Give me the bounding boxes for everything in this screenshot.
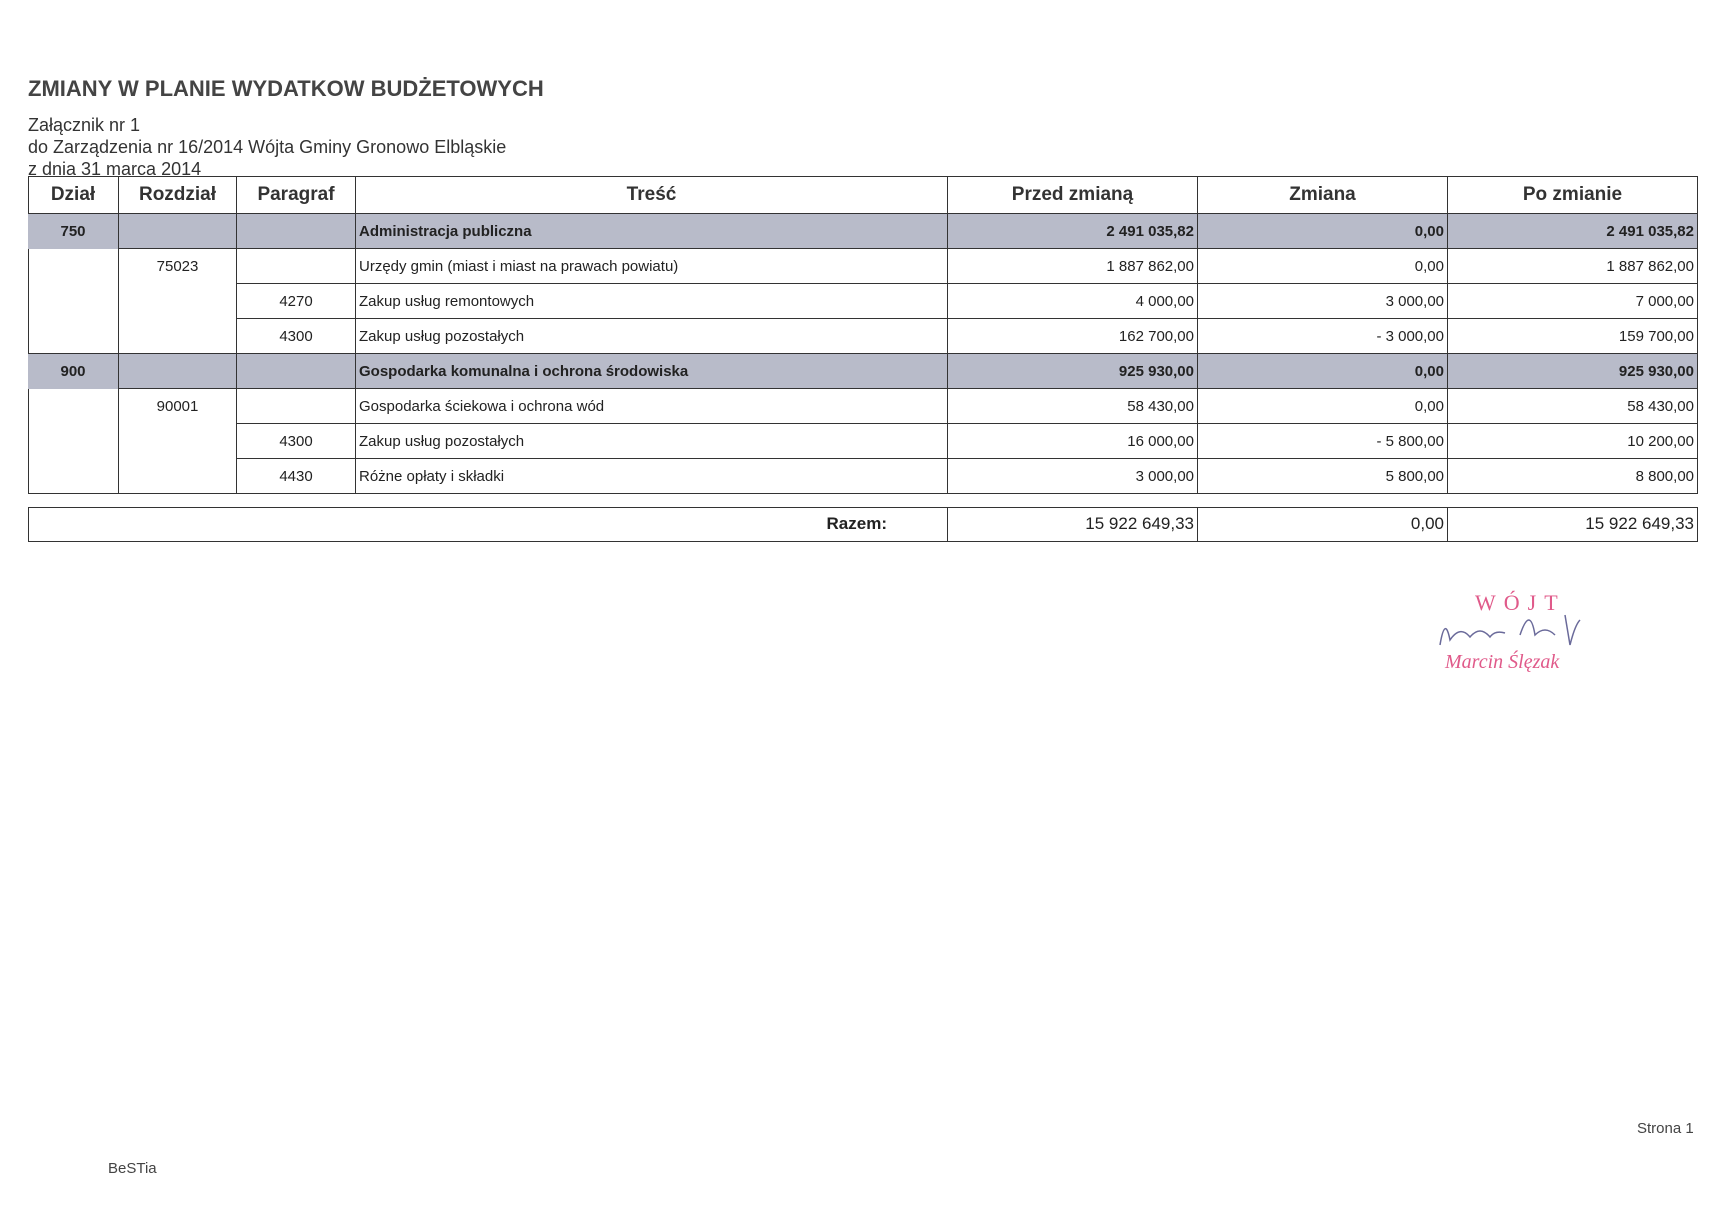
total-przed: 15 922 649,33 [948,507,1198,542]
cell-po: 7 000,00 [1448,284,1698,319]
cell-tresc: Urzędy gmin (miast i miast na prawach po… [356,249,948,284]
cell-zmiana: 3 000,00 [1198,284,1448,319]
cell-paragraf: 4270 [237,284,356,319]
empty-cell [28,389,119,424]
cell-przed: 58 430,00 [948,389,1198,424]
cell-tresc: Zakup usług remontowych [356,284,948,319]
cell-zmiana: - 3 000,00 [1198,319,1448,354]
total-zmiana: 0,00 [1198,507,1448,542]
cell-po: 10 200,00 [1448,424,1698,459]
cell-po: 159 700,00 [1448,319,1698,354]
cell-przed: 162 700,00 [948,319,1198,354]
cell-przed: 16 000,00 [948,424,1198,459]
cell-po: 58 430,00 [1448,389,1698,424]
title: ZMIANY W PLANIE WYDATKOW BUDŻETOWYCH [28,76,544,101]
empty-cell [28,319,119,354]
empty-cell [28,249,119,284]
column-header: Treść [356,176,948,214]
cell-zmiana: 5 800,00 [1198,459,1448,494]
empty-cell [119,319,237,354]
empty-cell [237,354,356,389]
cell-po: 8 800,00 [1448,459,1698,494]
empty-cell [119,424,237,459]
subtitle: do Zarządzenia nr 16/2014 Wójta Gminy Gr… [28,137,507,157]
cell-przed: 3 000,00 [948,459,1198,494]
subtitle: Załącznik nr 1 [28,115,141,135]
column-header: Zmiana [1198,176,1448,214]
empty-cell [119,284,237,319]
cell-po: 1 887 862,00 [1448,249,1698,284]
table-frame [28,176,1698,494]
cell-tresc: Różne opłaty i składki [356,459,948,494]
empty-cell [28,459,119,494]
cell-tresc: Gospodarka ściekowa i ochrona wód [356,389,948,424]
cell-rozdzial: 75023 [119,249,237,284]
total-po: 15 922 649,33 [1448,507,1698,542]
column-header: Po zmianie [1448,176,1698,214]
software: BeSTia [108,1160,157,1177]
empty-cell [119,214,237,249]
cell-tresc: Gospodarka komunalna i ochrona środowisk… [356,354,948,389]
column-header: Przed zmianą [948,176,1198,214]
cell-zmiana: - 5 800,00 [1198,424,1448,459]
cell-przed: 1 887 862,00 [948,249,1198,284]
cell-paragraf: 4300 [237,319,356,354]
empty-cell [28,424,119,459]
cell-zmiana: 0,00 [1198,389,1448,424]
column-header: Dział [28,176,119,214]
cell-przed: 2 491 035,82 [948,214,1198,249]
cell-przed: 4 000,00 [948,284,1198,319]
subtitle: z dnia 31 marca 2014 [28,159,202,179]
empty-cell [237,214,356,249]
column-header: Rozdział [119,176,237,214]
empty-cell [237,249,356,284]
cell-dzial: 750 [28,214,119,249]
total-frame [28,507,1698,542]
column-header: Paragraf [237,176,356,214]
total-label: Razem: [28,507,948,542]
cell-tresc: Zakup usług pozostałych [356,319,948,354]
page-number: Strona 1 [1637,1120,1694,1137]
empty-cell [28,284,119,319]
cell-po: 925 930,00 [1448,354,1698,389]
empty-cell [119,354,237,389]
cell-zmiana: 0,00 [1198,249,1448,284]
cell-zmiana: 0,00 [1198,354,1448,389]
cell-paragraf: 4300 [237,424,356,459]
cell-przed: 925 930,00 [948,354,1198,389]
cell-rozdzial: 90001 [119,389,237,424]
empty-cell [237,389,356,424]
empty-cell [119,459,237,494]
signature: WÓJT Marcin Ślęzak [1439,590,1581,673]
stamp-name: Marcin Ślęzak [1444,649,1560,673]
cell-po: 2 491 035,82 [1448,214,1698,249]
cell-dzial: 900 [28,354,119,389]
stamp-title: WÓJT [1475,590,1566,615]
cell-zmiana: 0,00 [1198,214,1448,249]
cell-tresc: Zakup usług pozostałych [356,424,948,459]
cell-paragraf: 4430 [237,459,356,494]
cell-tresc: Administracja publiczna [356,214,948,249]
